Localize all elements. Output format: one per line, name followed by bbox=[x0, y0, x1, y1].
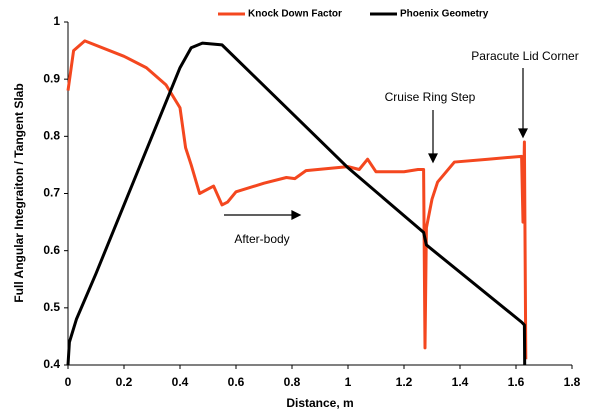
line bbox=[66, 41, 527, 366]
line bbox=[66, 39, 528, 360]
y-tick-label: 0.7 bbox=[43, 186, 60, 200]
x-tick-label: 1.4 bbox=[452, 375, 469, 389]
x-tick-label: 0.2 bbox=[116, 375, 133, 389]
annotation: Paracute Lid Corner bbox=[471, 49, 578, 63]
arrow-head bbox=[518, 128, 528, 139]
y-tick-label: 0.8 bbox=[43, 129, 60, 143]
annotation: Cruise Ring Step bbox=[385, 90, 476, 104]
y-tick-label: 0.4 bbox=[43, 357, 60, 371]
x-tick-label: 1.8 bbox=[564, 375, 581, 389]
x-tick-label: 1.2 bbox=[396, 375, 413, 389]
x-tick-label: 0.6 bbox=[228, 375, 245, 389]
x-tick-label: 0.8 bbox=[284, 375, 301, 389]
legend-label: Knock Down Factor bbox=[248, 9, 342, 20]
y-tick-label: 0.9 bbox=[43, 71, 60, 85]
y-tick-label: 0.5 bbox=[43, 300, 60, 314]
x-tick-label: 1.6 bbox=[508, 375, 525, 389]
y-tick-label: 1 bbox=[53, 14, 60, 28]
annotation: After-body bbox=[234, 232, 289, 246]
legend-label: Phoenix Geometry bbox=[400, 9, 489, 20]
y-tick-label: 0.6 bbox=[43, 243, 60, 257]
annotation-arrows bbox=[224, 68, 528, 220]
x-tick-label: 0 bbox=[65, 375, 72, 389]
arrow-head bbox=[428, 153, 438, 164]
y-axis-label: Full Angular Integraiton / Tangent Slab bbox=[12, 83, 26, 302]
x-tick-label: 0.4 bbox=[172, 375, 189, 389]
x-tick-label: 1 bbox=[345, 375, 352, 389]
x-axis-label: Distance, m bbox=[286, 396, 353, 410]
arrow-head bbox=[291, 210, 302, 220]
